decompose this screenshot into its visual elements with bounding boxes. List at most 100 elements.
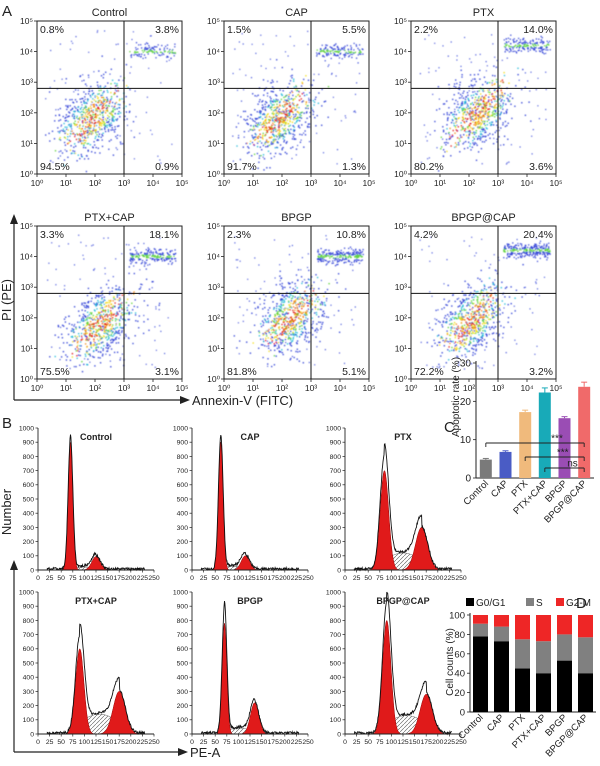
flow-dot [255, 290, 257, 292]
flow-dot [352, 269, 354, 271]
flow-dot [114, 317, 117, 320]
flow-dot [341, 253, 343, 255]
flow-dot [95, 322, 97, 324]
flow-dot [328, 64, 330, 66]
flow-dot [483, 115, 486, 117]
flow-dot [83, 131, 85, 133]
flow-dot [99, 110, 102, 113]
flow-dot [304, 311, 307, 313]
flow-dot [342, 251, 345, 254]
quadrant-ul-value: 1.5% [227, 24, 251, 36]
flow-dot [287, 300, 290, 303]
flow-dot [331, 262, 333, 264]
flow-dot [83, 304, 85, 307]
flow-dot [96, 319, 99, 321]
flow-dot [487, 96, 490, 98]
flow-dot [98, 123, 101, 125]
flow-dot [115, 147, 117, 149]
x-tick-label: 10² [463, 178, 475, 188]
flow-dot [505, 45, 507, 47]
flow-dot [96, 81, 99, 84]
flow-dot [64, 132, 66, 134]
flow-dot [272, 301, 274, 303]
flow-dot [148, 329, 150, 332]
flow-dot [532, 40, 534, 43]
flow-dot [264, 126, 266, 129]
flow-dot [118, 286, 121, 289]
flow-dot [263, 113, 265, 115]
flow-dot [94, 342, 96, 344]
flow-dot [106, 321, 108, 324]
flow-dot [268, 121, 270, 124]
flow-dot [482, 107, 484, 109]
flow-dot [151, 133, 153, 135]
flow-dot [137, 242, 139, 245]
flow-dot [280, 277, 282, 280]
flow-dot [321, 88, 323, 91]
flow-dot [341, 47, 343, 49]
flow-dot [99, 86, 102, 89]
flow-dot [500, 100, 502, 102]
flow-dot [140, 44, 142, 46]
flow-dot [100, 100, 103, 103]
flow-dot [480, 99, 483, 101]
flow-dot [297, 269, 300, 271]
flow-dot [96, 84, 99, 86]
flow-dot [290, 333, 292, 336]
flow-dot [468, 90, 470, 92]
flow-dot [337, 258, 339, 260]
quadrant-ll-value: 94.5% [40, 161, 70, 173]
flow-dot [114, 112, 116, 115]
flow-dot [97, 101, 100, 104]
flow-dot [284, 99, 286, 101]
flow-dot [91, 90, 93, 92]
flow-dot [136, 51, 138, 53]
flow-dot [291, 138, 294, 140]
flow-dot [93, 335, 96, 338]
flow-dot [480, 109, 483, 111]
flow-dot-cloud [44, 30, 177, 173]
flow-dot [126, 298, 129, 301]
flow-dot [237, 259, 239, 261]
flow-dot [161, 44, 163, 47]
flow-dot [451, 98, 454, 101]
flow-dot [293, 326, 296, 328]
flow-dot [81, 136, 84, 139]
flow-dot [54, 334, 56, 336]
flow-dot [300, 319, 303, 321]
flow-dot [321, 251, 324, 253]
flow-dot [110, 129, 112, 131]
flow-dot [325, 235, 327, 237]
flow-dot [292, 99, 294, 102]
flow-dot [164, 50, 166, 53]
flow-dot [138, 55, 140, 57]
flow-dot [249, 142, 251, 145]
flow-dot [122, 318, 124, 320]
flow-dot [359, 249, 361, 251]
flow-dot [267, 309, 270, 311]
flow-dot [145, 278, 148, 281]
flow-dot [518, 44, 520, 46]
flow-dot [111, 129, 114, 131]
flow-dot [146, 51, 148, 53]
flow-dot [491, 80, 494, 82]
flow-dot [81, 360, 83, 363]
flow-dot [323, 258, 325, 261]
flow-dot [74, 145, 77, 147]
flow-dot [51, 130, 54, 133]
flow-dot [498, 135, 500, 138]
flow-dot [313, 312, 316, 314]
flow-dot [82, 324, 85, 326]
flow-dot [102, 321, 104, 323]
flow-dot [291, 74, 293, 77]
flow-dot [316, 55, 318, 57]
flow-dot [169, 250, 172, 252]
flow-dot [271, 90, 274, 93]
flow-dot [315, 125, 317, 127]
flow-dot [320, 259, 322, 261]
flow-dot [154, 248, 156, 251]
flow-dot [120, 315, 122, 318]
flow-dot [174, 253, 176, 255]
flow-dot [115, 336, 118, 339]
flow-dot [334, 50, 336, 53]
